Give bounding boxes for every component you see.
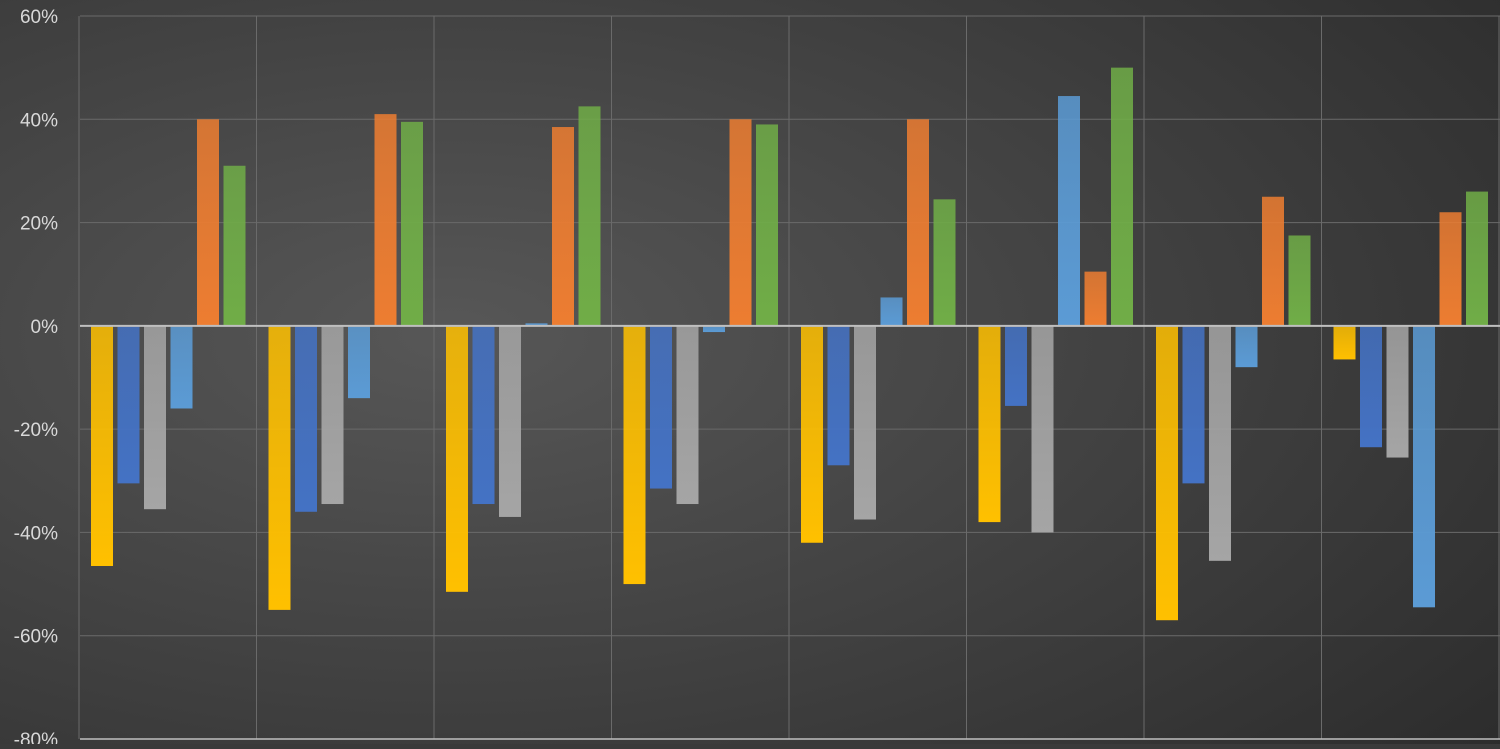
bar [1262,196,1284,326]
bar [578,106,601,326]
bar [321,325,344,505]
bar [499,325,521,517]
y-tick-label: 0% [31,317,59,338]
bar [1084,271,1107,326]
y-tick-label: -40% [14,523,58,544]
bar [223,165,246,326]
bar [268,325,291,610]
bar [1058,96,1080,326]
bar [1466,191,1488,326]
bar [1333,325,1356,360]
bar [170,325,193,409]
y-tick-label: 60% [20,7,58,28]
bar [933,199,956,326]
bar [827,325,850,466]
bars [91,67,1488,621]
bar [144,325,166,510]
bar [348,325,370,399]
bar [1413,325,1435,608]
bar [525,323,548,326]
bar [650,325,672,489]
bar [197,119,219,326]
bar [1386,325,1409,458]
bar [1235,325,1258,368]
bar [1360,325,1382,448]
bar [1156,325,1178,621]
bar [446,325,468,592]
bar [472,325,495,505]
gridlines [78,15,1500,740]
y-tick-labels: -80% -60% -40% -20% 0% 20% 40% 60% [14,7,59,749]
bar [854,325,876,520]
bar [117,325,140,484]
bar [1031,325,1054,533]
bar [1182,325,1205,484]
bar [295,325,317,512]
y-tick-label: -20% [14,420,58,441]
bar [1288,235,1311,326]
y-tick-label: 40% [20,110,58,131]
bar [1439,212,1462,326]
y-tick-label: -60% [14,627,58,648]
bar [401,121,423,326]
bar [729,119,752,326]
bar [1111,67,1133,326]
bar [880,297,903,326]
y-tick-label: -80% [14,730,58,744]
axes [80,324,1500,740]
bar [1005,325,1027,406]
bar [907,119,929,326]
bar [801,325,823,543]
bar [756,124,778,326]
bar [676,325,699,505]
bar [703,325,725,333]
y-tick-label: 20% [20,214,58,235]
bar [623,325,646,585]
bar [374,114,397,326]
bar [91,325,113,566]
bar [1209,325,1231,561]
bar [978,325,1001,523]
bar [552,127,574,326]
